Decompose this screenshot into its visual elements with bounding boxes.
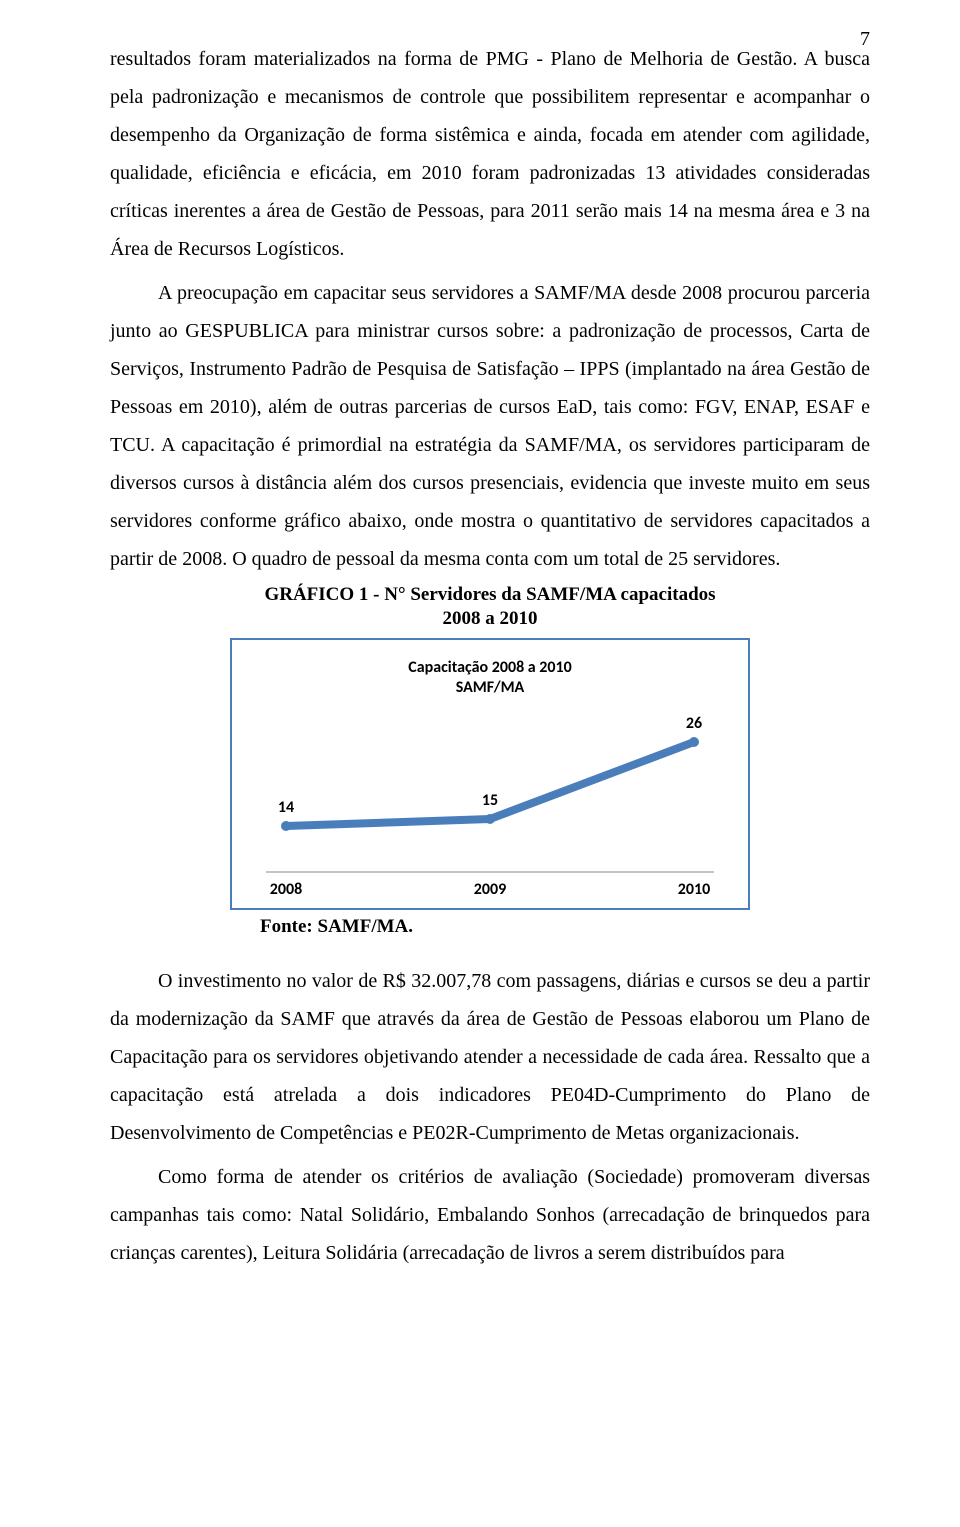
chart-category-label: 2008	[270, 880, 302, 899]
chart-source: Fonte: SAMF/MA.	[260, 916, 870, 938]
chart-value-label: 15	[482, 791, 498, 810]
chart-container: Capacitação 2008 a 2010SAMF/MA 14 2008 15 20…	[230, 638, 750, 910]
chart-category-label: 2010	[678, 880, 710, 899]
paragraph-4: Como forma de atender os critérios de av…	[110, 1158, 870, 1272]
chart-heading-line1: GRÁFICO 1 - N° Servidores da SAMF/MA cap…	[110, 584, 870, 606]
line-chart: Capacitação 2008 a 2010SAMF/MA 14 2008 15 20…	[236, 644, 744, 904]
page-number: 7	[860, 28, 870, 51]
chart-inner-title-1: Capacitação 2008 a 2010	[408, 658, 572, 677]
chart-value-label: 14	[278, 798, 294, 817]
chart-category-label: 2009	[474, 880, 506, 899]
document-page: 7 resultados foram materializados na for…	[0, 0, 960, 1527]
chart-marker	[689, 737, 699, 747]
paragraph-2: A preocupação em capacitar seus servidor…	[110, 274, 870, 578]
paragraph-3: O investimento no valor de R$ 32.007,78 …	[110, 962, 870, 1152]
chart-value-label: 26	[686, 714, 702, 733]
chart-inner-title-2: SAMF/MA	[456, 678, 525, 697]
chart-line	[286, 742, 694, 826]
paragraph-1: resultados foram materializados na forma…	[110, 40, 870, 268]
chart-heading-line2: 2008 a 2010	[110, 608, 870, 630]
chart-marker	[485, 814, 495, 824]
chart-marker	[281, 821, 291, 831]
